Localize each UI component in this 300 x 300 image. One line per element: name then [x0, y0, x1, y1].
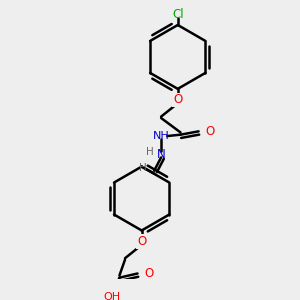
Text: H: H: [139, 163, 147, 173]
Text: O: O: [206, 125, 215, 138]
Text: H: H: [146, 147, 154, 158]
Text: NH: NH: [153, 131, 169, 141]
Text: N: N: [157, 148, 166, 160]
Text: O: O: [173, 94, 182, 106]
Text: O: O: [137, 235, 146, 248]
Text: O: O: [144, 267, 154, 280]
Text: O: O: [173, 94, 182, 106]
Text: O: O: [137, 235, 146, 248]
Text: OH: OH: [103, 292, 120, 300]
Text: Cl: Cl: [172, 8, 184, 22]
